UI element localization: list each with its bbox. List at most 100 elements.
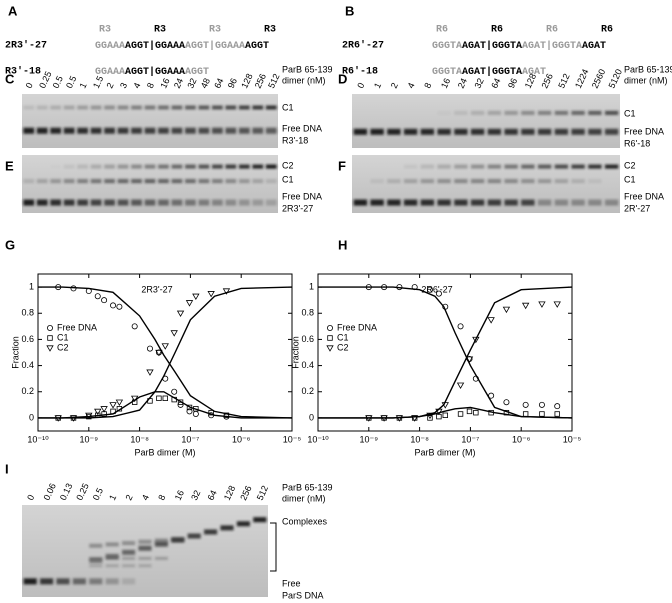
- lane-label: 0.06: [42, 482, 58, 502]
- data-point: [130, 395, 139, 403]
- gel-band: [420, 128, 435, 135]
- band-label: C2: [624, 160, 636, 170]
- gel-band: [158, 164, 169, 169]
- band-label: Free DNA: [282, 123, 322, 133]
- gel-band: [158, 179, 169, 184]
- data-point: [488, 392, 495, 399]
- gel-band: [211, 179, 223, 184]
- sequence-segment: GGAAA: [95, 67, 125, 78]
- legend-marker: [47, 324, 54, 331]
- gel-band: [454, 179, 468, 184]
- gel-band: [537, 164, 552, 169]
- legend-label: Free DNA: [337, 322, 377, 332]
- gel-band: [211, 164, 223, 169]
- y-axis-label: Fraction: [290, 336, 300, 369]
- band-label: Free DNA: [624, 126, 664, 136]
- sequence-segment: AGGT: [245, 41, 269, 52]
- gel-band: [104, 179, 115, 184]
- gel-band: [220, 525, 234, 531]
- data-point: [146, 345, 153, 352]
- sequence-segment: AGAT|GGGTA: [462, 40, 522, 52]
- lane-label: 4: [140, 493, 151, 502]
- gel-band: [504, 128, 518, 135]
- data-point: [222, 288, 231, 295]
- chart-title: 2R6'-27: [421, 284, 452, 294]
- gel-band: [604, 164, 619, 169]
- x-tick-label: 10⁻⁸: [410, 434, 429, 444]
- lane-label: 0.13: [58, 482, 74, 502]
- y-tick-label: 0: [309, 412, 314, 422]
- gel-band: [403, 164, 418, 169]
- gel-band: [554, 179, 569, 184]
- data-point: [176, 310, 185, 318]
- gel-band: [50, 127, 62, 134]
- data-point: [426, 286, 433, 293]
- gel-band: [487, 164, 502, 169]
- band-label: C1: [624, 108, 636, 118]
- band-label: C1: [282, 174, 294, 184]
- data-point: [538, 301, 546, 308]
- band-label: R3'-18: [282, 135, 308, 145]
- lane-label: 24: [172, 77, 185, 90]
- gel-band: [554, 110, 569, 115]
- x-tick-label: 10⁻⁶: [232, 434, 251, 444]
- sequence: GGAAAAGGT|GGAAAAGGT|GGAAAAGGT: [95, 40, 269, 52]
- data-point: [147, 398, 153, 404]
- data-point: [186, 408, 193, 415]
- gel-band: [72, 578, 86, 585]
- gel-band: [588, 199, 602, 206]
- gel-band: [90, 179, 102, 184]
- construct-name: 2R3′-27: [5, 40, 47, 52]
- legend-label: C1: [57, 332, 69, 342]
- gel-band: [487, 179, 502, 184]
- band-label: Complexes: [282, 516, 328, 526]
- gel-band: [77, 127, 89, 134]
- gel-band: [470, 164, 485, 169]
- gel-band: [588, 128, 602, 135]
- gel-band: [437, 128, 451, 135]
- gel-band: [225, 127, 237, 134]
- gel-band: [36, 199, 48, 206]
- gel-band: [131, 127, 142, 134]
- legend-label: C1: [337, 332, 349, 342]
- band-label: Free DNA: [624, 191, 664, 201]
- x-axis-label: ParB dimer (M): [134, 447, 195, 457]
- gel-band: [353, 199, 368, 206]
- gel-band: [105, 578, 119, 585]
- data-point: [503, 399, 510, 406]
- gel-band: [252, 127, 264, 134]
- data-point: [208, 409, 214, 416]
- gel-band: [105, 542, 119, 547]
- gel-band: [571, 179, 585, 184]
- gel-band: [387, 179, 401, 184]
- gel-band: [36, 179, 48, 184]
- gel-band: [521, 110, 535, 115]
- data-point: [95, 412, 101, 418]
- lane-label: 8: [422, 81, 433, 90]
- gel-band: [50, 105, 62, 110]
- plot-frame: [317, 273, 573, 432]
- gel-band: [437, 199, 451, 206]
- gel-band: [554, 164, 569, 169]
- data-point: [146, 369, 154, 376]
- chart-title: 2R3'-27: [141, 284, 172, 294]
- lane-label: 128: [222, 484, 237, 502]
- data-point: [171, 388, 178, 395]
- gel-band: [537, 179, 552, 184]
- gel-band: [420, 199, 435, 206]
- data-point: [503, 409, 510, 416]
- gel-band: [117, 127, 129, 134]
- gel-band: [353, 128, 368, 135]
- gel-band: [23, 105, 35, 110]
- lane-label: 32: [473, 77, 486, 90]
- data-point: [554, 403, 561, 410]
- gel-band: [158, 127, 169, 134]
- gel-band: [154, 541, 168, 547]
- data-point: [538, 401, 545, 408]
- gel-band: [158, 105, 169, 110]
- panel-letter: H: [338, 237, 347, 252]
- gel-image: [22, 155, 278, 213]
- gel-band: [154, 556, 168, 560]
- data-point: [207, 291, 215, 298]
- gel-band: [90, 105, 102, 110]
